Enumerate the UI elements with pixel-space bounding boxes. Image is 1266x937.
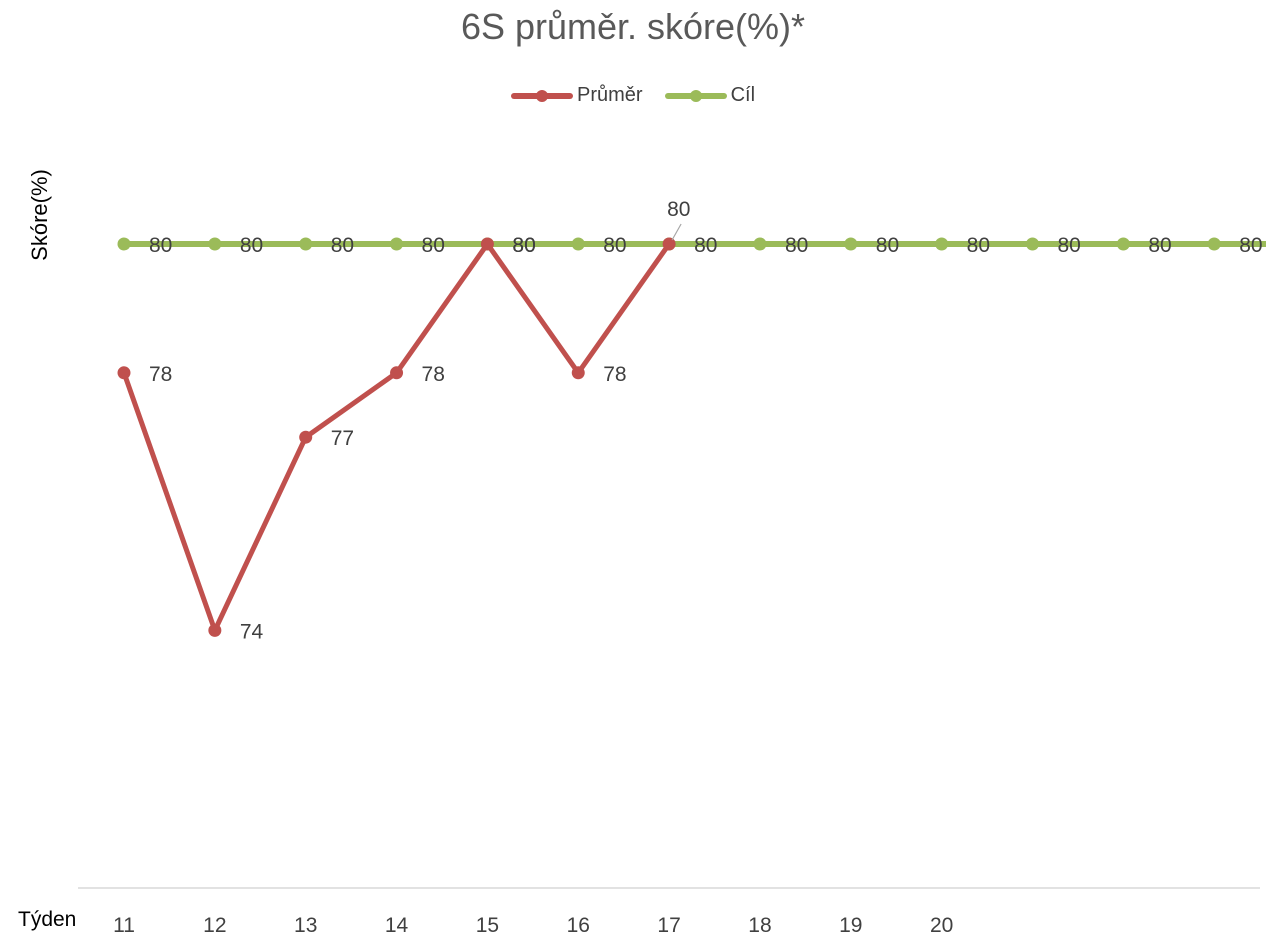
data-point-cil: [299, 237, 313, 251]
data-point-cil: [390, 237, 404, 251]
data-label-prumer: 80: [512, 234, 535, 257]
x-tick-label: 13: [294, 914, 317, 937]
data-label-cil: 80: [1058, 234, 1081, 257]
x-tick-label: 11: [113, 914, 135, 937]
x-tick-label: 17: [657, 914, 680, 937]
data-label-cil: 80: [149, 234, 172, 257]
legend: Průměr Cíl: [0, 84, 1266, 107]
x-tick-label: 16: [567, 914, 590, 937]
x-tick-label: 15: [476, 914, 499, 937]
data-label-prumer: 78: [149, 363, 172, 386]
legend-label-prumer: Průměr: [576, 84, 643, 106]
data-point-prumer: [480, 237, 494, 251]
legend-item-cil: Cíl: [664, 84, 756, 107]
x-tick-label: 18: [748, 914, 771, 937]
data-label-cil: 80: [240, 234, 263, 257]
data-label-prumer: 78: [422, 363, 445, 386]
legend-swatch-prumer: [510, 89, 573, 102]
data-point-prumer: [299, 430, 313, 444]
data-label-cil: 80: [1239, 234, 1262, 257]
data-label-prumer: 77: [331, 427, 354, 450]
x-tick-label: 19: [839, 914, 862, 937]
data-point-cil: [208, 237, 222, 251]
data-point-prumer: [662, 237, 676, 251]
data-label-cil: 80: [967, 234, 990, 257]
series-line-prumer: [121, 241, 672, 633]
data-label-prumer: 80: [667, 198, 690, 221]
data-label-prumer: 74: [240, 620, 264, 643]
data-point-cil: [571, 237, 585, 251]
data-point-cil: [1116, 237, 1130, 251]
legend-label-cil: Cíl: [730, 84, 756, 106]
legend-item-prumer: Průměr: [510, 84, 643, 107]
chart-title: 6S průměr. skóre(%)*: [460, 6, 806, 47]
data-label-prumer: 78: [603, 363, 626, 386]
data-point-prumer: [390, 366, 404, 380]
data-point-cil: [117, 237, 131, 251]
data-point-cil: [844, 237, 858, 251]
data-point-cil: [753, 237, 767, 251]
x-tick-label: 12: [203, 914, 226, 937]
data-label-cil: 80: [331, 234, 354, 257]
data-label-leader-line: [671, 223, 682, 241]
data-point-cil: [1207, 237, 1221, 251]
x-axis-label: Týden: [18, 908, 77, 931]
data-point-prumer: [208, 623, 222, 637]
data-label-cil: 80: [603, 234, 626, 257]
data-point-cil: [935, 237, 949, 251]
data-point-prumer: [117, 366, 131, 380]
legend-swatch-cil: [664, 89, 727, 102]
x-tick-label: 20: [930, 914, 953, 937]
x-tick-label: 14: [385, 914, 409, 937]
data-label-cil: 80: [1148, 234, 1171, 257]
data-point-cil: [1026, 237, 1039, 251]
data-label-cil: 80: [694, 234, 717, 257]
data-label-cil: 80: [512, 234, 535, 257]
data-label-cil: 80: [785, 234, 808, 257]
data-label-cil: 80: [422, 234, 445, 257]
data-label-cil: 80: [876, 234, 899, 257]
data-point-prumer: [571, 366, 585, 380]
